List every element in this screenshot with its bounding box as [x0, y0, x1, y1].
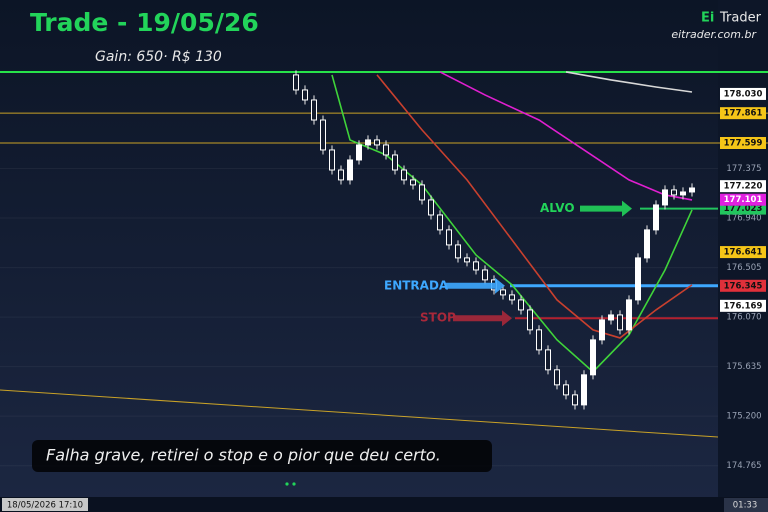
y-tick-label: 176.070	[726, 313, 761, 323]
candle-body	[473, 261, 479, 271]
candle-body	[680, 191, 686, 196]
timer-box	[724, 498, 768, 512]
price-label-box	[720, 107, 766, 120]
candle-body	[347, 159, 353, 181]
candle-body	[617, 314, 623, 331]
candle-body	[662, 189, 668, 206]
brand-name: Trader	[719, 11, 762, 26]
price-label: 177.599	[724, 139, 763, 149]
indicator-line	[331, 74, 693, 373]
candle-body	[446, 229, 452, 246]
candle-body	[356, 144, 362, 161]
candle-body	[302, 89, 308, 101]
price-label-box	[720, 299, 766, 312]
candle-body	[464, 257, 470, 263]
candle-body	[374, 139, 380, 146]
price-label: 177.101	[724, 195, 763, 205]
y-tick-label: 174.765	[726, 461, 761, 471]
candle-body	[419, 184, 425, 201]
indicator-line	[376, 74, 693, 339]
candle-body	[428, 199, 434, 216]
arrow	[445, 277, 505, 294]
price-label-box	[720, 193, 766, 206]
candle-body	[608, 314, 614, 321]
candle-body	[644, 229, 650, 259]
candle-body	[590, 339, 596, 376]
y-tick-label: 175.200	[726, 412, 761, 422]
candle-body	[509, 294, 515, 301]
y-tick-label: 176.505	[726, 263, 761, 273]
candle-body	[392, 154, 398, 171]
price-label: 177.023	[724, 204, 763, 214]
candle-body	[500, 289, 506, 296]
price-label: 176.641	[724, 248, 763, 258]
subtitle: Gain: 650· R$ 130	[95, 49, 222, 65]
indicator-line	[565, 71, 693, 93]
dot	[292, 482, 296, 486]
annotation: STOP	[420, 311, 456, 325]
price-label-box	[720, 279, 766, 292]
dot	[285, 482, 289, 486]
candle-body	[599, 319, 605, 341]
candle-body	[365, 139, 371, 146]
candle-body	[410, 179, 416, 186]
price-label: 177.220	[724, 182, 763, 192]
y-tick-label: 175.635	[726, 362, 761, 372]
price-label: 177.861	[724, 109, 763, 119]
annotation: ENTRADA	[384, 278, 449, 292]
price-label: 176.345	[724, 281, 763, 291]
candle-body	[455, 244, 461, 259]
candle-body	[320, 119, 326, 151]
price-label-box	[720, 137, 766, 150]
price-label-box	[720, 246, 766, 259]
brand-mark: Ei	[701, 11, 714, 26]
candle-body	[311, 99, 317, 121]
timer: 01:33	[733, 501, 758, 511]
candle-body	[383, 144, 389, 156]
website: eitrader.com.br	[671, 28, 757, 41]
candle-body	[293, 74, 299, 91]
title: Trade - 19/05/26	[30, 8, 259, 37]
arrow	[453, 310, 512, 327]
y-tick-label: 177.375	[726, 164, 761, 174]
price-label: 176.169	[724, 301, 763, 311]
candle-body	[689, 187, 695, 193]
candle-body	[518, 299, 524, 311]
annotation: ALVO	[540, 201, 575, 215]
price-label: 178.030	[724, 89, 763, 99]
candle-body	[635, 257, 641, 301]
candle-body	[536, 329, 542, 351]
trend-line	[0, 389, 719, 438]
price-label-box	[720, 87, 766, 100]
start-label: 18/05/2026 17:10	[7, 501, 83, 511]
candle-body	[671, 189, 677, 196]
time-axis	[0, 497, 768, 512]
candle-body	[338, 169, 344, 181]
candle-body	[563, 384, 569, 396]
candle-body	[545, 349, 551, 371]
caption-box	[32, 440, 492, 472]
candle-body	[626, 299, 632, 331]
price-label-box	[720, 180, 766, 193]
candle-body	[401, 169, 407, 181]
candle-body	[554, 369, 560, 386]
caption: Falha grave, retirei o stop e o pior que…	[46, 446, 441, 465]
start-box	[2, 498, 88, 511]
candle-body	[482, 269, 488, 281]
candle-body	[437, 214, 443, 231]
arrow	[580, 200, 632, 217]
candle-body	[329, 149, 335, 171]
candle-body	[653, 204, 659, 231]
y-tick-label: 176.940	[726, 214, 761, 224]
candle-body	[572, 394, 578, 406]
candle-body	[527, 309, 533, 331]
candle-body	[581, 374, 587, 406]
